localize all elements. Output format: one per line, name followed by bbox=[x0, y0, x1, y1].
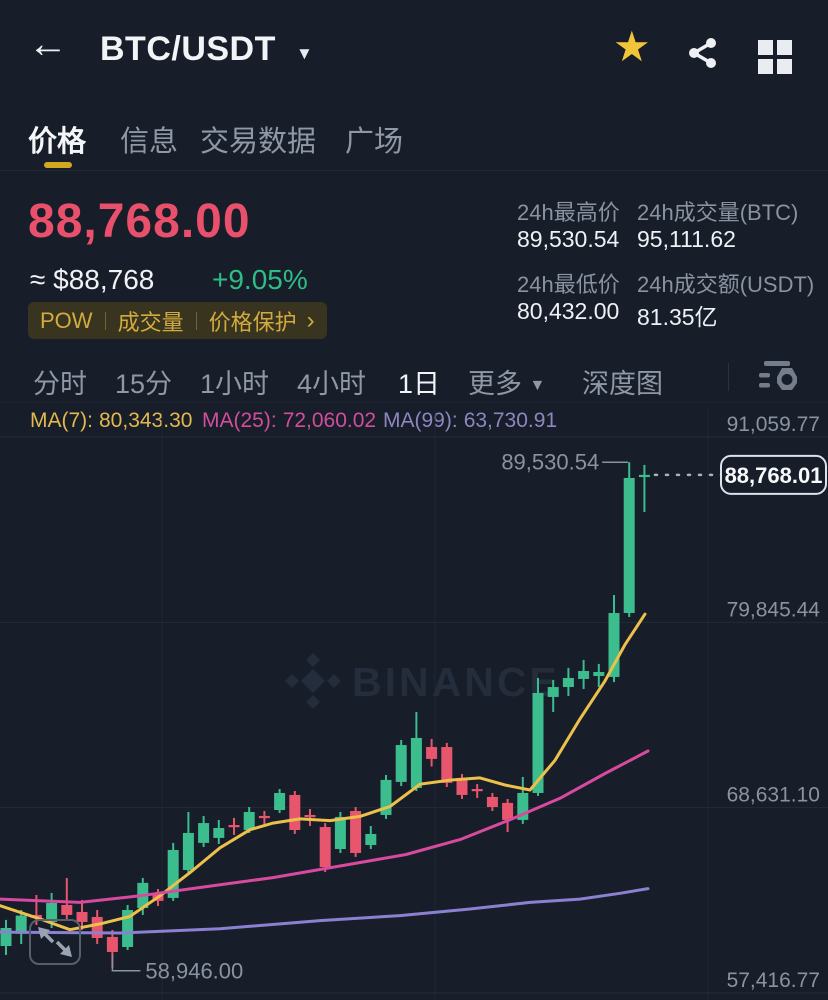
indicator-settings-icon[interactable] bbox=[752, 358, 800, 405]
timeframe-1d[interactable]: 1日 bbox=[398, 369, 441, 399]
candle bbox=[76, 899, 88, 930]
stat-low-value: 80,432.00 bbox=[517, 298, 620, 324]
active-tab-underline bbox=[44, 162, 72, 168]
candle bbox=[274, 789, 286, 813]
candle bbox=[91, 909, 103, 944]
tag-price-protection[interactable]: 价格保护 bbox=[208, 309, 297, 335]
candle bbox=[486, 792, 498, 811]
stat-turnover-usdt-value: 81.35亿 bbox=[637, 304, 718, 330]
tab-square[interactable]: 广场 bbox=[345, 126, 404, 158]
timeframe-15m[interactable]: 15分 bbox=[115, 369, 173, 399]
candle bbox=[319, 823, 331, 872]
ma-line-99 bbox=[0, 887, 650, 935]
candle bbox=[471, 784, 483, 798]
tab-trading-data[interactable]: 交易数据 bbox=[200, 126, 317, 158]
candle bbox=[15, 909, 27, 945]
share-icon[interactable] bbox=[686, 36, 720, 75]
expand-chart-button[interactable] bbox=[28, 918, 82, 966]
candle bbox=[410, 711, 422, 791]
binance-watermark: BINANCE bbox=[285, 653, 560, 709]
candle bbox=[562, 667, 574, 696]
candle bbox=[547, 679, 559, 712]
stat-volume-btc-value: 95,111.62 bbox=[637, 226, 736, 252]
candle bbox=[122, 905, 134, 950]
depth-chart-button[interactable]: 深度图 bbox=[582, 369, 663, 399]
tag-volume[interactable]: 成交量 bbox=[117, 309, 184, 335]
candle bbox=[228, 817, 240, 835]
axis-price-label: 57,416.77 bbox=[727, 969, 820, 992]
ma-line-25 bbox=[0, 749, 650, 904]
ma7-legend: MA(7): 80,343.30 bbox=[30, 409, 193, 432]
stat-volume-btc-label: 24h成交量(BTC) bbox=[637, 200, 799, 225]
token-tags[interactable]: POW 成交量 价格保护 › bbox=[28, 302, 327, 339]
low-price-label: 58,946.00 bbox=[145, 959, 243, 984]
stat-high-label: 24h最高价 bbox=[517, 200, 620, 225]
timeframe-line[interactable]: 分时 bbox=[33, 369, 87, 399]
timeframe-4h[interactable]: 4小时 bbox=[297, 369, 367, 399]
tag-pow[interactable]: POW bbox=[40, 307, 93, 333]
candlestick-chart[interactable]: 91,059.77 79,845.44 68,631.10 57,416.77 BINA… bbox=[0, 410, 828, 1000]
candle bbox=[182, 811, 194, 873]
favorite-star-icon[interactable]: ★ bbox=[613, 23, 651, 70]
candle bbox=[350, 807, 362, 857]
candle bbox=[426, 738, 438, 767]
ma99-legend: MA(99): 63,730.91 bbox=[383, 409, 558, 432]
candle bbox=[61, 877, 73, 920]
candle bbox=[380, 774, 392, 819]
timeframe-1h[interactable]: 1小时 bbox=[200, 369, 270, 399]
back-button[interactable]: ← bbox=[28, 22, 68, 66]
ma-line-7 bbox=[0, 612, 647, 932]
axis-price-label: 91,059.77 bbox=[727, 413, 820, 436]
pair-dropdown-caret-icon[interactable]: ▼ bbox=[296, 44, 313, 63]
row-divider bbox=[0, 402, 828, 403]
svg-text:88,768.01: 88,768.01 bbox=[725, 463, 823, 488]
chevron-right-icon: › bbox=[306, 306, 315, 334]
tag-divider bbox=[104, 311, 106, 330]
toolbar-divider bbox=[728, 363, 729, 391]
high-price-label: 89,530.54 bbox=[501, 449, 599, 474]
low-marker-line bbox=[111, 954, 141, 972]
candle bbox=[395, 739, 407, 787]
candle bbox=[304, 809, 316, 827]
candle bbox=[289, 790, 301, 834]
candle bbox=[198, 815, 210, 848]
candle bbox=[578, 659, 590, 690]
grid-menu-icon[interactable] bbox=[756, 38, 794, 81]
stat-turnover-usdt-label: 24h成交额(USDT) bbox=[637, 272, 815, 297]
fiat-price: ≈ $88,768 bbox=[30, 264, 155, 295]
candle bbox=[623, 462, 635, 617]
candle bbox=[638, 464, 650, 513]
price-change-percent: +9.05% bbox=[212, 264, 308, 295]
ma25-legend: MA(25): 72,060.02 bbox=[202, 409, 377, 432]
tab-price[interactable]: 价格 bbox=[28, 126, 87, 158]
stat-low-label: 24h最低价 bbox=[517, 272, 620, 297]
candle bbox=[593, 663, 605, 688]
timeframe-more-dropdown[interactable]: 更多 ▼ bbox=[468, 369, 546, 399]
tab-info[interactable]: 信息 bbox=[120, 126, 179, 158]
candle bbox=[258, 810, 270, 826]
candle bbox=[213, 819, 225, 845]
candle bbox=[517, 776, 529, 824]
chevron-down-icon: ▼ bbox=[529, 377, 546, 394]
watermark-text: BINANCE bbox=[352, 659, 560, 705]
axis-price-label: 79,845.44 bbox=[727, 598, 821, 621]
last-price: 88,768.00 bbox=[28, 195, 251, 248]
candle bbox=[502, 798, 514, 832]
pair-title[interactable]: BTC/USDT bbox=[100, 30, 276, 68]
axis-price-label: 68,631.10 bbox=[727, 784, 820, 807]
candle bbox=[0, 919, 12, 955]
candle bbox=[365, 826, 377, 850]
tabs-divider bbox=[0, 170, 828, 171]
last-price-tag[interactable]: 88,768.01 bbox=[720, 454, 827, 495]
candle bbox=[532, 677, 544, 796]
stat-high-value: 89,530.54 bbox=[517, 226, 620, 252]
tag-divider bbox=[195, 311, 197, 330]
